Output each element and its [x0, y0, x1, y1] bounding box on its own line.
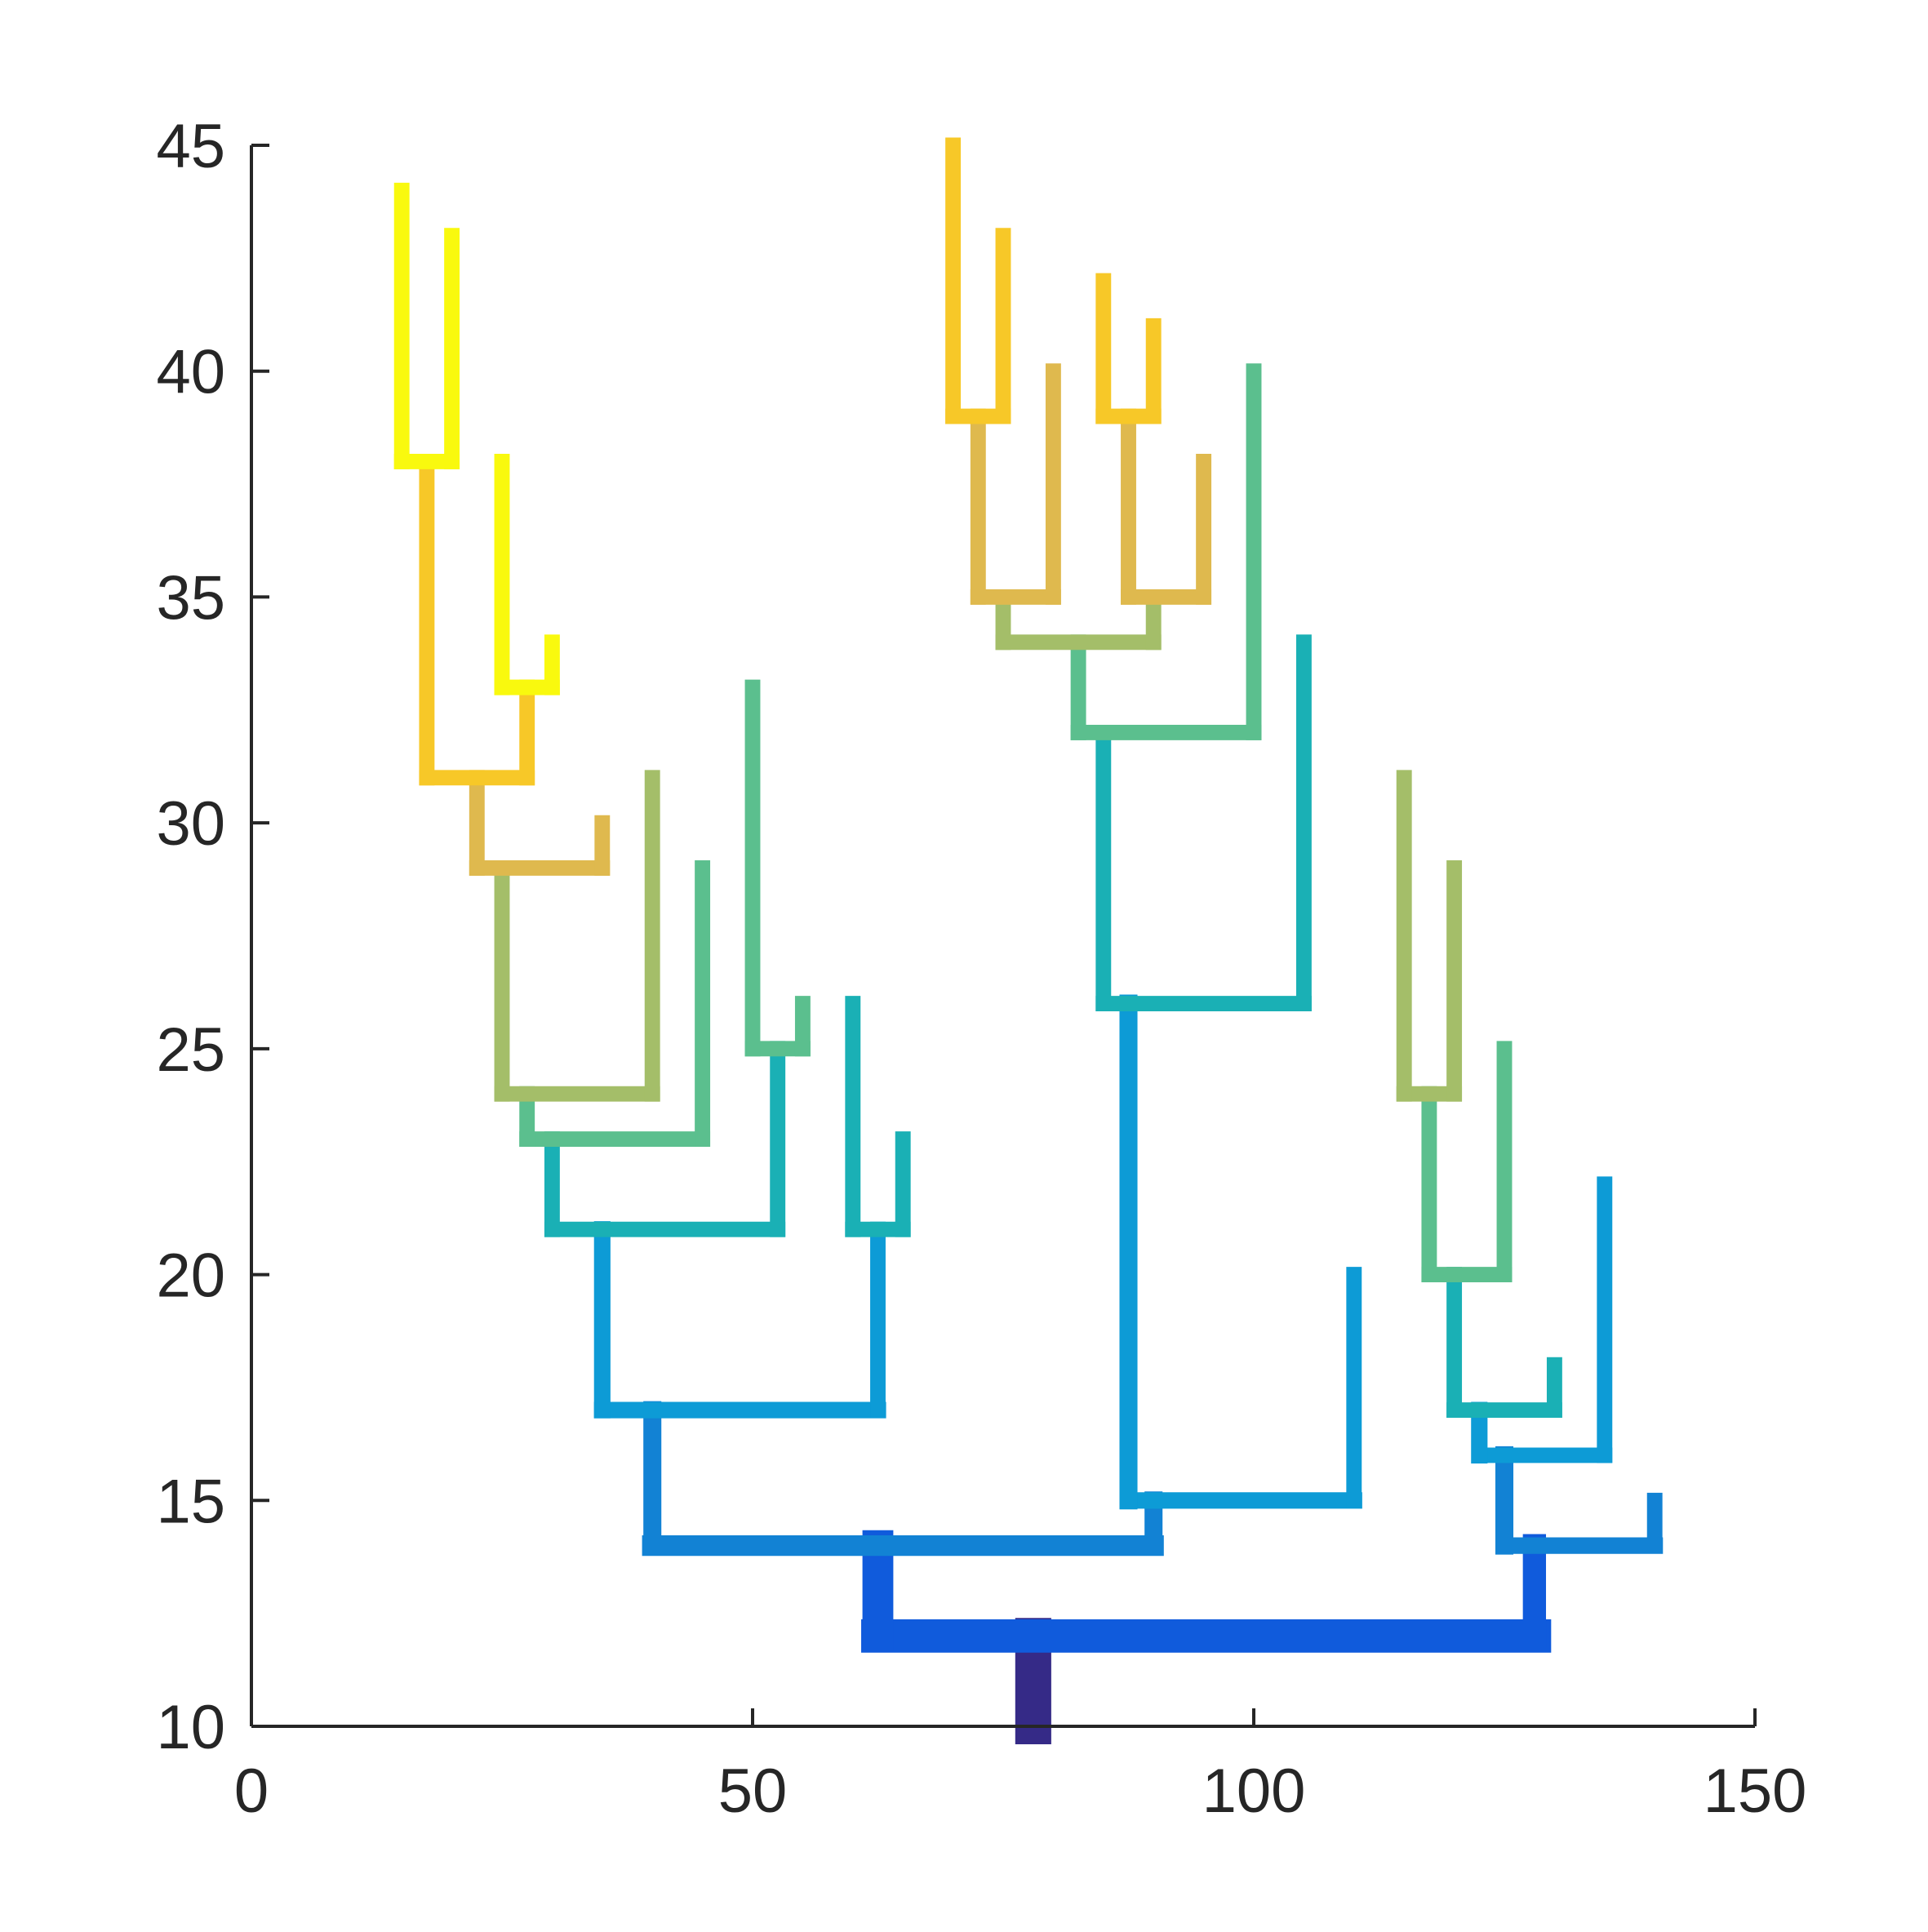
y-tick-label: 25 [156, 1015, 225, 1085]
axes: 0 50 100 150 10 15 20 25 30 35 40 45 [156, 112, 1806, 1826]
y-tick-label: 10 [156, 1693, 225, 1762]
x-tick-label: 150 [1704, 1757, 1807, 1826]
y-tick-label: 15 [156, 1467, 225, 1536]
x-tick-label: 50 [718, 1757, 788, 1826]
y-tick-label: 35 [156, 563, 225, 633]
y-tick-label: 30 [156, 789, 225, 859]
x-tick-label: 100 [1202, 1757, 1306, 1826]
y-tick-label: 45 [156, 112, 225, 181]
x-tick-label: 0 [234, 1757, 269, 1826]
tree-branches [393, 137, 1664, 1745]
y-tick-label: 40 [156, 338, 225, 407]
y-tick-label: 20 [156, 1241, 225, 1311]
